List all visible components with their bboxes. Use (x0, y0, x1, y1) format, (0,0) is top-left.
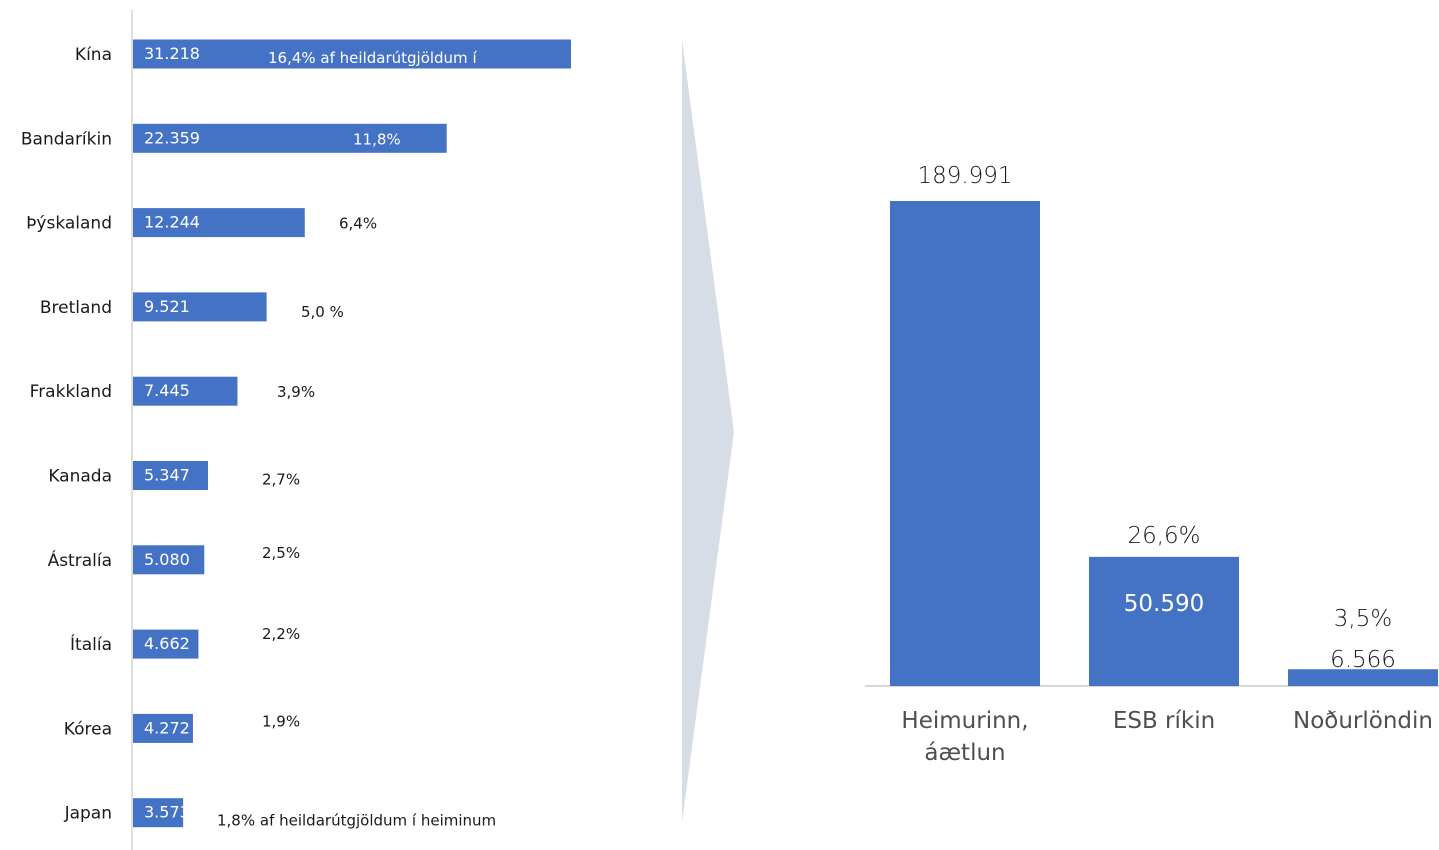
transition-arrow (682, 40, 734, 822)
category-label: Kórea (64, 719, 112, 739)
category-label: áætlun (924, 740, 1005, 766)
bar (133, 545, 205, 575)
category-label: Kanada (48, 467, 112, 487)
bar-value-label: 5.347 (144, 466, 190, 485)
bar (133, 713, 193, 743)
bar-value-label: 5.080 (144, 550, 190, 569)
bar-value-label: 3.573 (144, 803, 190, 822)
category-label: Ítalía (70, 633, 112, 655)
category-label: ESB ríkin (1113, 708, 1215, 734)
bar (133, 123, 447, 153)
category-label: Frakkland (30, 382, 112, 402)
bar-value-label: 7.445 (144, 381, 190, 400)
category-label: Japan (64, 804, 112, 824)
category-label: Ástralía (48, 549, 112, 571)
bar (133, 376, 238, 406)
percent-label: 2,2% (262, 625, 300, 643)
bar-value-label: 189.991 (917, 163, 1012, 189)
bar-value-label: 4.662 (144, 634, 190, 653)
bar (133, 39, 571, 69)
right-bar-chart: 189.991 Heimurinn, áætlun 26,6% 50.590 ESB rí… (890, 163, 1438, 766)
percent-label: 3,9% (277, 383, 315, 401)
bar (890, 201, 1040, 686)
percent-label: 11,8% (353, 130, 401, 148)
bar-value-label: 4.272 (144, 718, 190, 737)
category-label: Kína (75, 45, 112, 65)
category-label: Heimurinn, (901, 708, 1028, 734)
bar-value-label: 31.218 (144, 44, 200, 63)
percent-label: 3,5% (1334, 606, 1392, 632)
bar-value-label: 9.521 (144, 297, 190, 316)
bar (133, 208, 305, 238)
category-label: Þýskaland (26, 214, 112, 234)
percent-label: 2,5% (262, 544, 300, 562)
category-label: Bandaríkin (21, 129, 112, 149)
percent-label: 16,4% af heildarútgjöldum í (268, 49, 477, 67)
percent-label: 26,6% (1127, 523, 1200, 549)
percent-label: 1,8% af heildarútgjöldum í heiminum (217, 812, 496, 830)
bar (1089, 556, 1239, 686)
left-bar-chart: Kína 31.218 16,4% af heildarútgjöldum í Ban… (21, 39, 571, 830)
bar-value-label: 22.359 (144, 128, 200, 147)
category-label: Noðurlöndin (1293, 708, 1433, 734)
bar (133, 798, 184, 828)
category-label: Bretland (40, 298, 112, 318)
percent-label: 2,7% (262, 471, 300, 489)
bar (133, 629, 199, 659)
percent-label: 5,0 % (301, 303, 344, 321)
bar-value-label: 6.566 (1330, 647, 1396, 673)
bar-value-label: 50.590 (1124, 591, 1204, 617)
bar-value-label: 12.244 (144, 213, 200, 232)
bar (133, 461, 209, 490)
percent-label: 6,4% (339, 215, 377, 233)
bar (133, 292, 267, 322)
bar (1288, 669, 1438, 686)
percent-label: 1,9% (262, 712, 300, 730)
